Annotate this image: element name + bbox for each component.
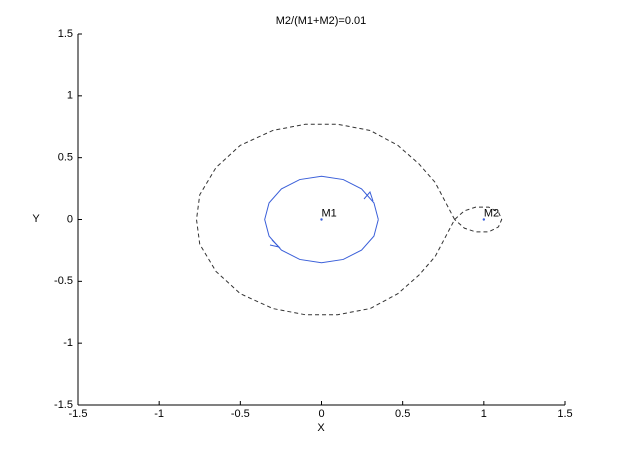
y-tick-label: 1.5 [58,28,73,40]
x-tick-label: 0 [318,408,324,420]
mass-point [320,218,323,221]
y-tick-label: -1.5 [54,399,73,411]
x-tick-label: -0.5 [231,408,250,420]
curve [264,175,379,264]
chart-title: M2/(M1+M2)=0.01 [276,15,366,27]
y-axis-label: Y [32,213,40,225]
annotation: M2 [484,207,499,219]
mass-point [482,218,486,221]
x-tick-label: -1 [154,408,164,420]
y-tick-label: 1 [67,90,73,102]
y-tick-label: -1 [63,337,73,349]
direction-arrow [363,191,374,202]
x-tick-label: 1.5 [557,408,572,420]
annotation: M1 [322,207,337,219]
x-tick-label: -1.5 [69,408,88,420]
y-tick-label: 0 [67,213,73,225]
x-tick-label: 1 [481,408,487,420]
y-tick-label: -0.5 [54,275,73,287]
curve [195,123,503,316]
x-tick-label: 0.5 [395,408,410,420]
x-axis-label: X [317,422,325,434]
y-tick-label: 0.5 [58,152,73,164]
